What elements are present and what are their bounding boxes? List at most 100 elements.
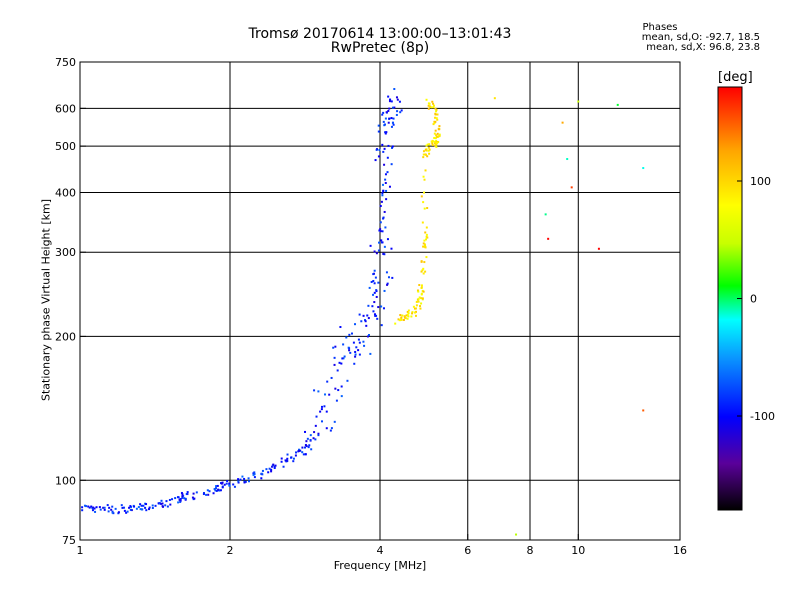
data-point <box>373 291 376 294</box>
data-point <box>388 117 391 120</box>
data-point <box>428 152 431 155</box>
data-points <box>81 88 645 536</box>
data-point <box>367 317 370 320</box>
data-point <box>144 506 147 509</box>
data-point <box>270 468 273 471</box>
grid-lines <box>80 62 680 540</box>
data-point <box>434 129 437 132</box>
data-point <box>206 489 209 492</box>
y-tick-label: 400 <box>55 186 76 199</box>
data-point <box>164 504 167 507</box>
data-point <box>314 438 317 441</box>
data-point <box>435 140 438 143</box>
data-point <box>421 297 424 300</box>
data-point <box>436 141 439 144</box>
data-point <box>181 495 184 498</box>
data-point <box>410 315 413 318</box>
data-point <box>377 124 380 127</box>
data-point <box>419 307 422 310</box>
data-point <box>423 261 426 264</box>
data-point <box>91 509 94 512</box>
data-point <box>421 221 424 224</box>
data-point <box>128 506 131 509</box>
data-point <box>422 272 425 275</box>
data-point <box>420 292 423 295</box>
data-point <box>169 503 172 506</box>
data-point <box>93 507 96 510</box>
data-point <box>274 464 277 467</box>
data-point <box>334 387 337 390</box>
data-point <box>280 460 283 463</box>
data-point <box>225 482 228 485</box>
data-point <box>364 320 367 323</box>
data-point <box>129 508 132 511</box>
data-point <box>385 131 388 134</box>
x-tick-label: 10 <box>571 544 585 557</box>
data-point <box>378 241 381 244</box>
data-point <box>425 256 428 259</box>
data-point <box>268 467 271 470</box>
data-point <box>400 109 403 112</box>
data-point <box>424 246 427 249</box>
data-point <box>265 468 268 471</box>
data-point <box>313 431 316 434</box>
data-point <box>395 96 398 99</box>
data-point <box>98 506 101 509</box>
data-point <box>423 178 426 181</box>
data-point <box>421 269 424 272</box>
y-tick-label: 750 <box>55 56 76 69</box>
data-point <box>353 362 356 365</box>
data-point <box>129 505 132 508</box>
data-point <box>217 488 220 491</box>
data-point <box>310 448 313 451</box>
data-point <box>140 504 143 507</box>
data-point <box>358 353 361 356</box>
data-point <box>435 108 438 111</box>
data-point <box>384 132 387 135</box>
data-point <box>422 175 425 178</box>
data-point <box>424 231 427 234</box>
data-point <box>382 307 385 310</box>
data-point <box>428 102 431 105</box>
data-point <box>185 493 188 496</box>
data-point <box>384 131 387 134</box>
data-point <box>354 323 357 326</box>
data-point <box>387 121 390 124</box>
data-point <box>419 305 422 308</box>
data-point <box>178 498 181 501</box>
colorbar-ticks: 100 0 -100 <box>737 175 775 423</box>
chart-subtitle: RwPretec (8p) <box>330 40 430 56</box>
data-point <box>415 304 418 307</box>
x-tick-label: 1 <box>77 544 84 557</box>
data-point <box>237 481 240 484</box>
data-point <box>161 502 164 505</box>
data-point <box>348 333 351 336</box>
data-point <box>181 496 184 499</box>
data-point <box>391 276 394 279</box>
data-point <box>417 298 420 301</box>
data-point <box>383 289 386 292</box>
data-point <box>427 104 430 107</box>
data-point <box>330 376 333 379</box>
data-point <box>381 143 384 146</box>
data-point <box>253 471 256 474</box>
data-point <box>411 311 414 314</box>
data-point <box>414 311 417 314</box>
data-point <box>432 106 435 109</box>
data-point <box>165 500 168 503</box>
x-tick-label: 4 <box>377 544 384 557</box>
data-point <box>111 505 114 508</box>
data-point <box>248 480 251 483</box>
data-point <box>301 446 304 449</box>
data-point <box>429 105 432 108</box>
data-point <box>435 135 438 138</box>
data-point <box>387 144 390 147</box>
data-point <box>372 310 375 313</box>
data-point <box>616 103 619 106</box>
data-point <box>376 317 379 320</box>
data-point <box>433 142 436 145</box>
data-point <box>425 235 428 238</box>
data-point <box>108 506 111 509</box>
data-point <box>416 289 419 292</box>
data-point <box>370 280 373 283</box>
